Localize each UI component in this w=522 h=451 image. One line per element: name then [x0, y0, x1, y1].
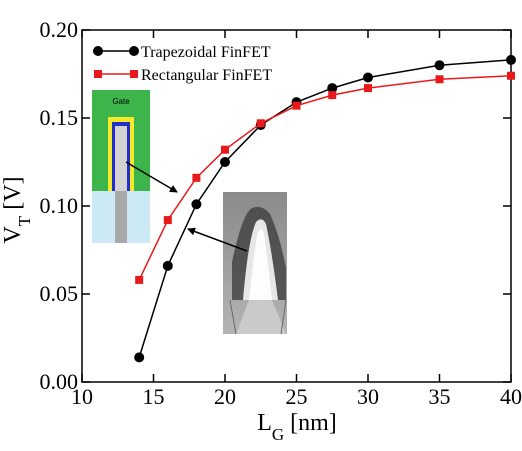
- y-axis-ticks: 0.00 0.05 0.10 0.15 0.20: [40, 17, 511, 394]
- data-point: [221, 145, 229, 154]
- rectangular-fin-cross-section-inset: Gate: [92, 90, 150, 243]
- y-axis-title: VT [V]: [0, 176, 34, 243]
- x-axis-title: LG [nm]: [257, 410, 337, 444]
- data-point: [328, 91, 337, 100]
- x-axis-title-unit: [nm]: [290, 410, 337, 436]
- legend-label-trapezoidal: Trapezoidal FinFET: [141, 44, 271, 61]
- data-point: [135, 275, 144, 284]
- series-rectangular: [135, 71, 515, 284]
- y-tick-label: 0.05: [40, 281, 79, 306]
- arrow-to-rectangular-curve: [125, 161, 178, 193]
- x-tick-label: 20: [214, 384, 236, 409]
- data-point: [507, 71, 515, 80]
- x-axis-ticks: 10 15 20 25 30 35 40: [71, 30, 522, 409]
- x-tick-label: 25: [286, 384, 308, 409]
- y-tick-label: 0.00: [40, 369, 79, 394]
- y-tick-label: 0.20: [40, 17, 79, 42]
- legend-label-rectangular: Rectangular FinFET: [141, 67, 272, 84]
- legend-marker-rectangular: [94, 70, 102, 78]
- x-tick-label: 10: [71, 384, 93, 409]
- y-axis-title-sub: T: [15, 215, 34, 226]
- series-line: [138, 75, 512, 281]
- x-tick-label: 30: [357, 384, 379, 409]
- data-point: [506, 54, 516, 65]
- data-point: [163, 216, 172, 225]
- data-point: [363, 72, 373, 83]
- x-tick-label: 15: [143, 384, 165, 409]
- data-point: [220, 157, 230, 167]
- x-axis-title-sub: G: [272, 425, 284, 444]
- gate-label: Gate: [112, 97, 130, 106]
- data-point: [292, 101, 301, 110]
- legend: Trapezoidal FinFET Rectangular FinFET: [93, 44, 272, 84]
- series-trapezoidal: [134, 54, 516, 363]
- y-tick-label: 0.15: [40, 105, 79, 130]
- data-point: [434, 60, 445, 71]
- x-axis-title-main: L: [257, 410, 272, 436]
- data-point: [162, 260, 173, 271]
- series-layer: [134, 54, 516, 363]
- legend-marker-trapezoidal: [93, 46, 103, 56]
- y-tick-label: 0.10: [40, 193, 79, 218]
- arrow-to-trapezoidal-curve: [187, 227, 248, 252]
- data-point: [191, 199, 202, 210]
- data-point: [364, 84, 372, 93]
- legend-entry-trapezoidal: Trapezoidal FinFET: [93, 44, 271, 61]
- x-tick-label: 40: [500, 384, 522, 409]
- legend-entry-rectangular: Rectangular FinFET: [94, 67, 272, 84]
- y-axis-title-unit: [V]: [0, 176, 26, 209]
- data-point: [435, 75, 444, 84]
- legend-marker-trapezoidal-end: [129, 46, 139, 56]
- x-tick-label: 35: [429, 384, 451, 409]
- data-point: [134, 352, 145, 363]
- legend-marker-rectangular-end: [130, 70, 138, 78]
- data-point: [192, 173, 201, 182]
- data-point: [256, 119, 265, 128]
- data-point: [327, 83, 338, 94]
- series-line: [138, 59, 512, 358]
- trapezoidal-fin-tem-inset: [223, 192, 287, 335]
- y-axis-title-main: V: [0, 226, 26, 244]
